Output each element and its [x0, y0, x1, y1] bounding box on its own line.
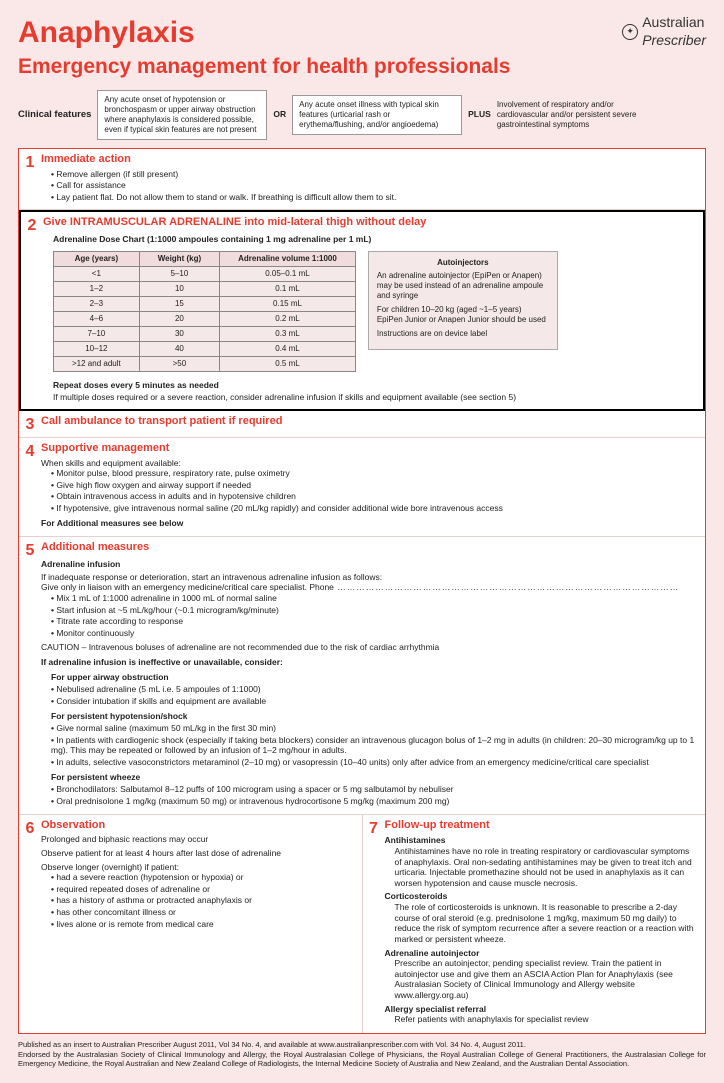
plus-label: PLUS — [468, 109, 491, 120]
s1-title: Immediate action — [41, 153, 697, 167]
s3-title: Call ambulance to transport patient if r… — [41, 415, 697, 429]
step-num-6: 6 — [19, 815, 41, 937]
s4-title: Supportive management — [41, 442, 697, 456]
main-title: Anaphylaxis — [18, 14, 195, 52]
clinical-box-1: Any acute onset of hypotension or bronch… — [97, 90, 267, 140]
s5-title: Additional measures — [41, 541, 697, 555]
step-num-5: 5 — [19, 537, 41, 813]
logo-icon: ✦ — [622, 24, 638, 40]
section-3: 3 Call ambulance to transport patient if… — [19, 411, 705, 438]
step-num-7: 7 — [363, 815, 385, 1033]
header: Anaphylaxis ✦ AustralianPrescriber — [18, 14, 706, 52]
main-panel: 1 Immediate action Remove allergen (if s… — [18, 148, 706, 1034]
s2-note: If multiple doses required or a severe r… — [53, 392, 695, 403]
section-4: 4 Supportive management When skills and … — [19, 438, 705, 538]
chart-title: Adrenaline Dose Chart (1:1000 ampoules c… — [53, 234, 695, 245]
s1-list: Remove allergen (if still present)Call f… — [51, 169, 697, 203]
section-6-7: 6 Observation Prolonged and biphasic rea… — [19, 815, 705, 1033]
logo: ✦ AustralianPrescriber — [622, 14, 706, 49]
s4-list: Monitor pulse, blood pressure, respirato… — [51, 468, 697, 514]
clinical-box-2: Any acute onset illness with typical ski… — [292, 95, 462, 135]
step-num-4: 4 — [19, 438, 41, 537]
section-1: 1 Immediate action Remove allergen (if s… — [19, 149, 705, 211]
clinical-text-3: Involvement of respiratory and/or cardio… — [497, 100, 637, 129]
repeat-note: Repeat doses every 5 minutes as needed — [53, 380, 695, 391]
section-2: 2 Give INTRAMUSCULAR ADRENALINE into mid… — [19, 210, 705, 411]
step-num-2: 2 — [21, 212, 43, 409]
step-num-3: 3 — [19, 411, 41, 437]
or-label: OR — [273, 109, 286, 120]
section-5: 5 Additional measures Adrenaline infusio… — [19, 537, 705, 814]
clinical-features-row: Clinical features Any acute onset of hyp… — [18, 90, 706, 140]
s2-title: Give INTRAMUSCULAR ADRENALINE into mid-l… — [43, 216, 695, 230]
s7-title: Follow-up treatment — [385, 819, 698, 833]
title-block: Anaphylaxis — [18, 14, 195, 52]
step-num-1: 1 — [19, 149, 41, 210]
autoinjector-box: Autoinjectors An adrenaline autoinjector… — [368, 251, 558, 350]
clinical-label: Clinical features — [18, 109, 91, 121]
dose-table: Age (years)Weight (kg)Adrenaline volume … — [53, 251, 356, 372]
s6-title: Observation — [41, 819, 354, 833]
footer: Published as an insert to Australian Pre… — [18, 1040, 706, 1069]
subtitle: Emergency management for health professi… — [18, 54, 706, 80]
